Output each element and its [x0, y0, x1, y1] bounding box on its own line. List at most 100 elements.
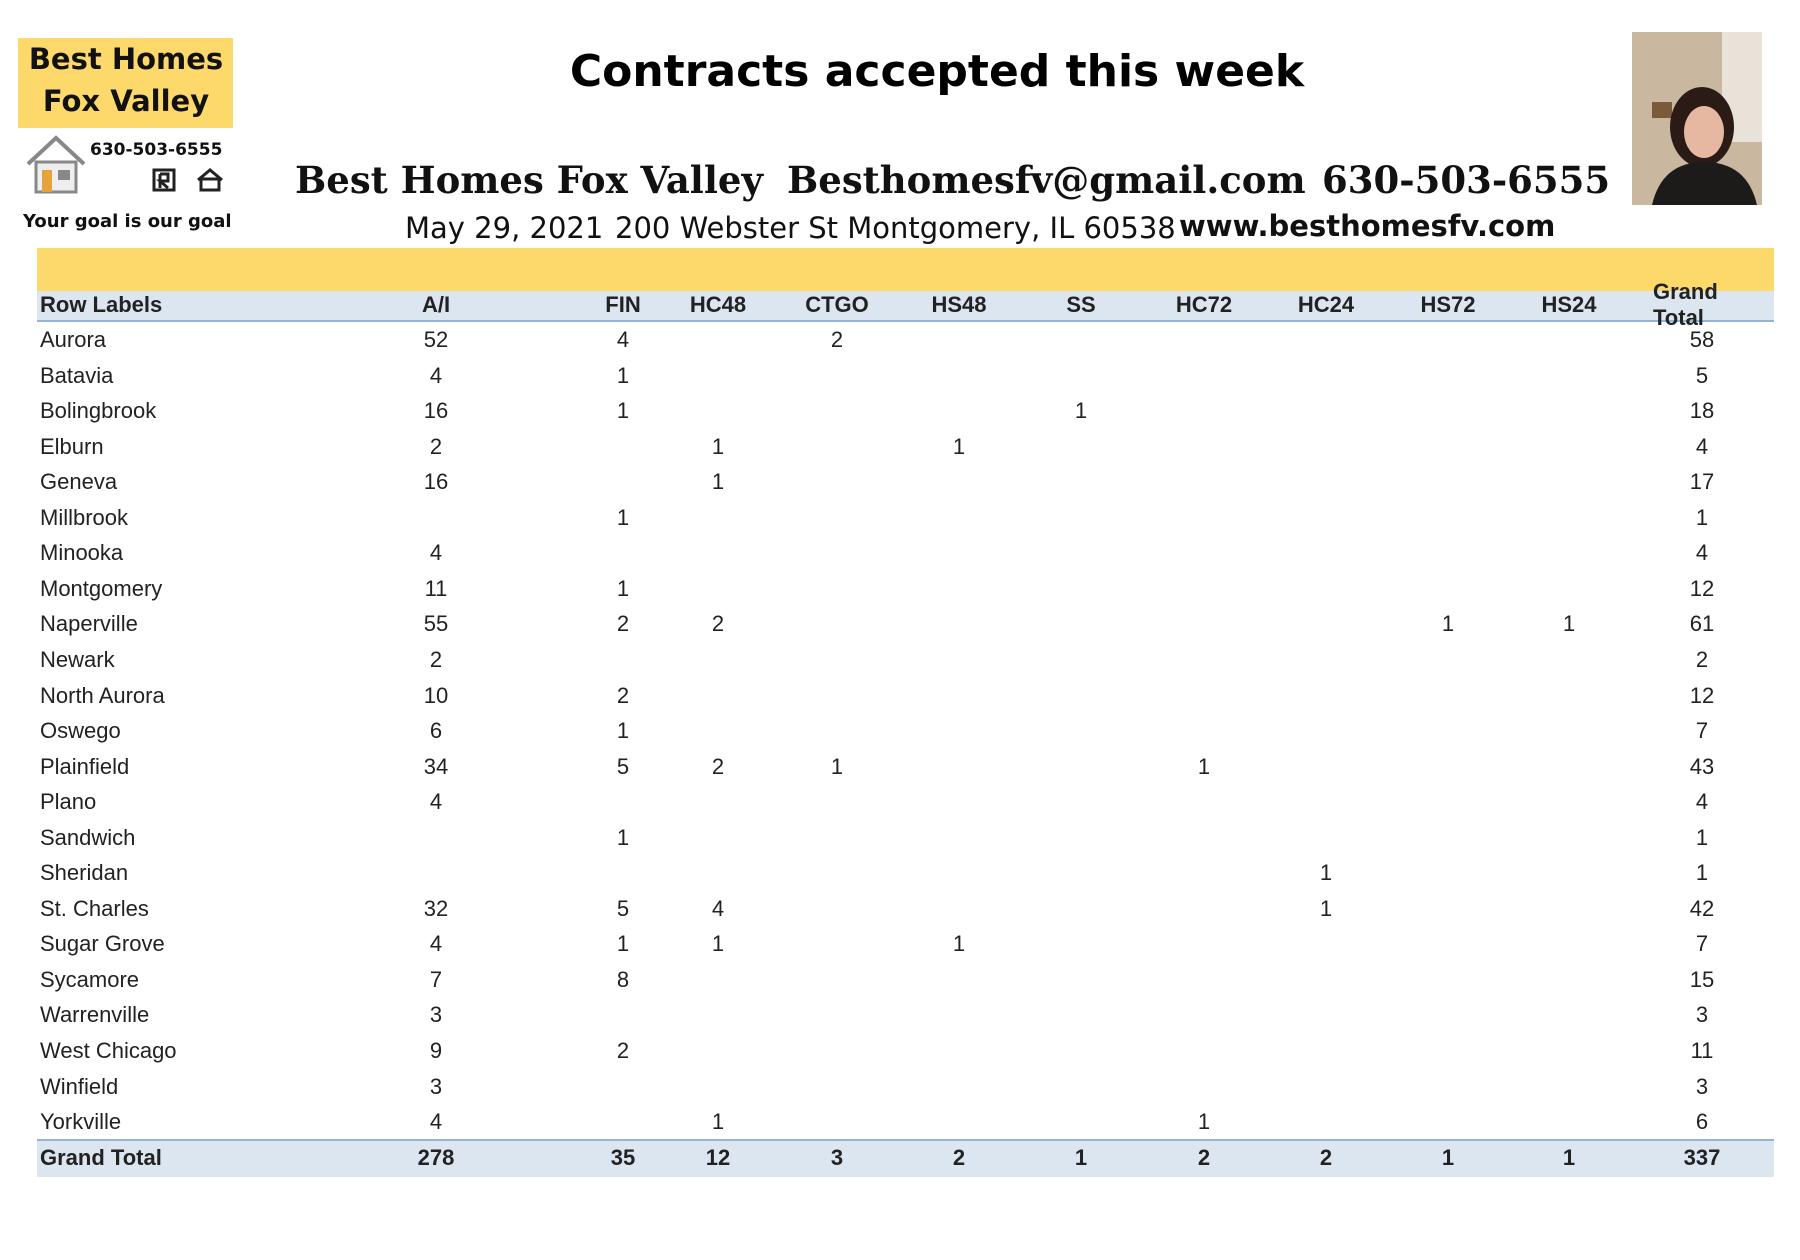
table-cell: 4 — [1695, 540, 1709, 566]
table-cell: 9 — [429, 1038, 443, 1063]
table-cell: 1 — [1441, 611, 1455, 637]
logo-text: Fox Valley — [42, 84, 210, 118]
row-label: Bolingbrook — [40, 398, 157, 424]
table-cell: 6 — [1695, 1109, 1709, 1135]
row-label: Plainfield — [40, 753, 130, 779]
row-label: Sandwich — [40, 824, 136, 850]
column-header: HC48 — [689, 292, 747, 317]
table-cell: 2 — [429, 433, 443, 459]
total-cell: 3 — [830, 1145, 844, 1170]
column-header: A/I — [421, 292, 451, 317]
row-label: Montgomery — [40, 575, 163, 601]
column-header: HC72 — [1175, 292, 1233, 317]
table-cell: 1 — [711, 1109, 725, 1135]
column-header: HC24 — [1297, 292, 1355, 317]
table-cell: 2 — [616, 1038, 630, 1063]
total-cell: 2 — [952, 1145, 966, 1170]
row-label: Plano — [40, 789, 97, 815]
table-cell: 1 — [616, 504, 630, 530]
table-cell: 7 — [1695, 718, 1709, 744]
table-cell: 4 — [429, 789, 443, 815]
table-cell: 1 — [1695, 824, 1709, 850]
table-cell: 1 — [1197, 1109, 1211, 1135]
table-cell: 42 — [1689, 895, 1715, 921]
table-cell: 55 — [423, 611, 449, 637]
phone: 630-503-6555 — [1322, 158, 1611, 202]
total-cell: 2 — [1319, 1145, 1333, 1170]
table-cell: 4 — [429, 362, 443, 388]
table-cell: 4 — [429, 1109, 443, 1135]
title: Contracts accepted this week — [569, 46, 1305, 97]
row-label: Sheridan — [40, 860, 129, 886]
row-label: Sycamore — [40, 966, 140, 992]
table-cell: 4 — [1695, 789, 1709, 815]
table-cell: 2 — [830, 327, 844, 352]
table-cell: 4 — [429, 540, 443, 566]
table-cell: 3 — [429, 1002, 443, 1028]
table-cell: 3 — [1695, 1073, 1709, 1099]
table-cell: 11 — [1690, 1038, 1714, 1063]
table-cell: 15 — [1689, 966, 1715, 992]
row-label: Batavia — [40, 362, 114, 388]
table-cell: 1 — [616, 362, 630, 388]
table-cell: 1 — [616, 398, 630, 424]
table-cell: 32 — [423, 895, 449, 921]
table-cell: 1 — [1562, 611, 1576, 637]
table-cell: 12 — [1689, 682, 1715, 708]
row-label: North Aurora — [40, 682, 165, 708]
logo-text: Best Homes — [28, 42, 224, 76]
table-cell: 6 — [429, 718, 443, 744]
table-cell: 2 — [616, 682, 630, 708]
table-cell: 16 — [423, 398, 449, 424]
table-cell: 1 — [711, 931, 725, 957]
table-cell: 1 — [1319, 860, 1333, 886]
house-icon — [26, 135, 86, 194]
table-cell: 1 — [711, 433, 725, 459]
table-cell: 52 — [423, 327, 449, 352]
column-header: HS24 — [1541, 292, 1597, 317]
table-cell: 10 — [423, 682, 449, 708]
row-label: Newark — [40, 646, 115, 672]
table-cell: 1 — [1197, 753, 1211, 779]
table-cell: 1 — [1319, 895, 1333, 921]
table-cell: 1 — [952, 433, 966, 459]
email: Besthomesfv@gmail.com — [787, 158, 1306, 202]
table-cell: 1 — [1695, 504, 1709, 530]
column-header: FIN — [605, 292, 641, 317]
logo-phone: 630-503-6555 — [90, 140, 223, 160]
total-cell: Grand Total — [40, 1145, 162, 1170]
table-cell: 1 — [1074, 398, 1088, 424]
column-header: SS — [1066, 292, 1096, 317]
table-cell: 4 — [1695, 433, 1709, 459]
row-label: Yorkville — [40, 1109, 122, 1135]
table-cell: 4 — [711, 895, 725, 921]
table-cell: 3 — [1695, 1002, 1709, 1028]
row-label: Sugar Grove — [40, 931, 165, 957]
row-label: West Chicago — [40, 1038, 177, 1063]
realtor-icons — [152, 168, 223, 192]
table-cell: 34 — [423, 753, 449, 779]
date: May 29, 2021 — [405, 211, 604, 245]
table-cell: 1 — [616, 718, 630, 744]
table-cell: 58 — [1689, 327, 1715, 352]
table-cell: 4 — [616, 327, 630, 352]
row-label: Winfield — [40, 1073, 119, 1099]
total-cell: 1 — [1562, 1145, 1576, 1170]
total-row-bg — [37, 1139, 1774, 1177]
total-cell: 1 — [1441, 1145, 1455, 1170]
table-cell: 1 — [616, 931, 630, 957]
table-cell: 2 — [1695, 646, 1709, 672]
row-label: Minooka — [40, 540, 124, 566]
table-cell: 12 — [1689, 575, 1715, 601]
website: www.besthomesfv.com — [1179, 209, 1556, 243]
row-label: Naperville — [40, 611, 138, 637]
logo-box — [18, 38, 233, 128]
total-cell: 1 — [1074, 1145, 1088, 1170]
row-label: Elburn — [40, 433, 104, 459]
table-cell: 7 — [429, 966, 443, 992]
table-cell: 5 — [616, 753, 630, 779]
table-cell: 16 — [423, 469, 449, 495]
table-cell: 2 — [711, 753, 725, 779]
table-cell: 11 — [424, 575, 448, 601]
row-label: Geneva — [40, 469, 118, 495]
